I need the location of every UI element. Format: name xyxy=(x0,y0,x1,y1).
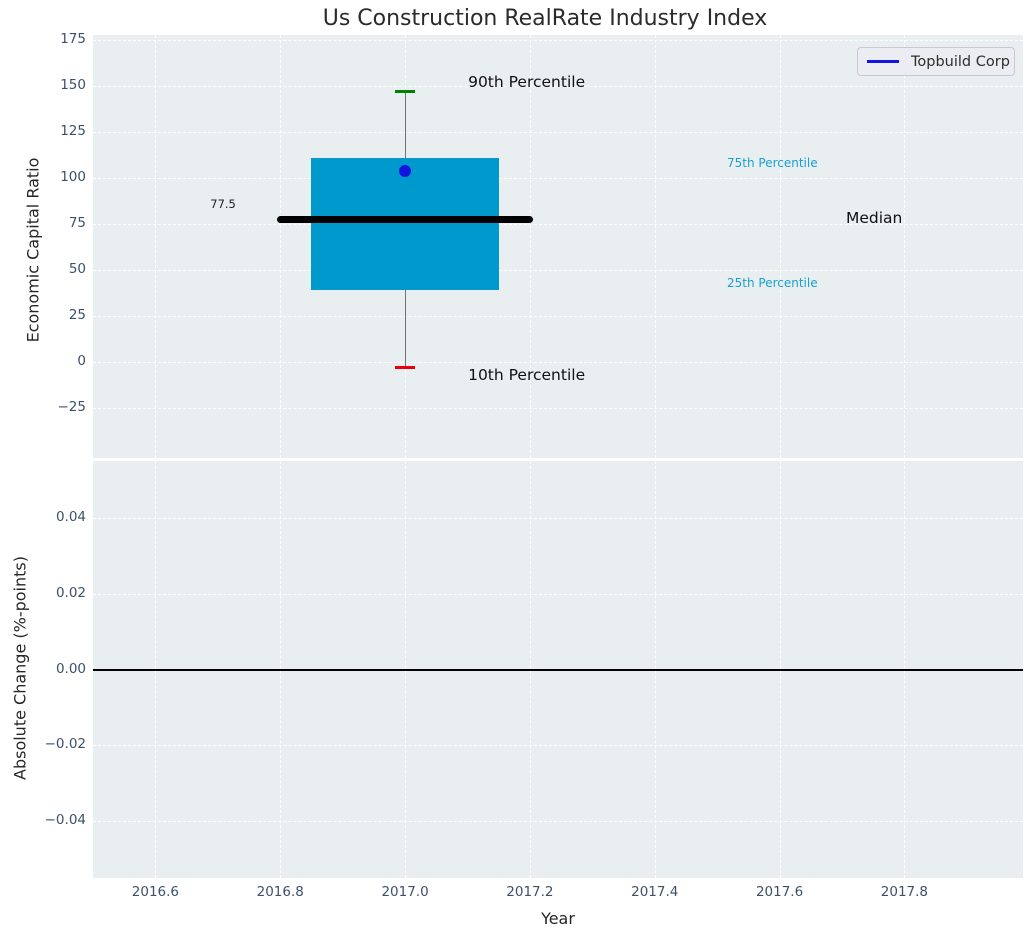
h-gridline xyxy=(93,821,1023,823)
h-gridline xyxy=(93,593,1023,595)
h-gridline xyxy=(93,223,1023,225)
h-gridline xyxy=(93,362,1023,364)
x-tick-label: 2017.4 xyxy=(631,884,679,900)
y-tick-label: 75 xyxy=(68,214,86,231)
iqr-box xyxy=(311,157,499,291)
p90-annotation: 90th Percentile xyxy=(468,73,586,92)
median-line xyxy=(277,215,534,223)
h-gridline xyxy=(93,131,1023,133)
h-gridline xyxy=(93,85,1023,87)
v-gridline xyxy=(155,35,157,458)
median-value-label: 77.5 xyxy=(210,197,236,212)
top-plot-area: 90th Percentile 10th Percentile 75th Per… xyxy=(93,35,1023,458)
company-value-dot xyxy=(399,165,412,178)
legend-label: Topbuild Corp xyxy=(911,53,1010,70)
p75-annotation: 75th Percentile xyxy=(727,155,818,170)
y-tick-label: −0.02 xyxy=(44,736,86,753)
y-tick-label: −0.04 xyxy=(44,812,86,829)
y-tick-label: 0.00 xyxy=(55,660,86,677)
h-gridline xyxy=(93,408,1023,410)
y-tick-label: −25 xyxy=(57,399,87,416)
y-tick-label: 175 xyxy=(60,30,86,47)
h-gridline xyxy=(93,270,1023,271)
y-tick-label: 100 xyxy=(60,168,86,185)
v-gridline xyxy=(654,35,656,458)
y-tick-label: 50 xyxy=(68,261,86,277)
h-gridline xyxy=(93,316,1023,318)
v-gridline xyxy=(529,35,531,458)
median-annotation: Median xyxy=(846,209,903,228)
y-tick-label: 150 xyxy=(60,76,86,93)
y-tick-label: 0.02 xyxy=(55,584,86,601)
x-tick-label: 2017.8 xyxy=(880,884,929,900)
p25-annotation: 25th Percentile xyxy=(727,276,818,291)
p90-cap xyxy=(395,89,416,93)
h-gridline xyxy=(93,745,1023,747)
p10-cap xyxy=(395,366,416,370)
legend-line-sample xyxy=(867,60,899,63)
x-axis-label: Year xyxy=(541,909,575,928)
h-gridline xyxy=(93,177,1023,179)
x-tick-label: 2017.6 xyxy=(755,884,804,900)
y-tick-label: 125 xyxy=(60,122,86,139)
legend: Topbuild Corp xyxy=(857,47,1015,76)
y-tick-label: 25 xyxy=(68,307,86,324)
x-tick-label: 2017.0 xyxy=(381,884,429,900)
chart-title: Us Construction RealRate Industry Index xyxy=(322,6,768,31)
h-gridline xyxy=(93,517,1023,519)
v-gridline xyxy=(280,35,282,458)
x-tick-label: 2016.6 xyxy=(131,884,180,900)
p10-annotation: 10th Percentile xyxy=(468,365,586,384)
v-gridline xyxy=(779,35,781,458)
v-gridline xyxy=(904,35,906,458)
y-tick-label: 0.04 xyxy=(55,508,86,525)
x-tick-label: 2016.8 xyxy=(256,884,304,900)
zero-line xyxy=(93,668,1023,671)
bottom-plot-area xyxy=(93,461,1023,878)
h-gridline xyxy=(93,39,1023,41)
x-tick-label: 2017.2 xyxy=(506,884,554,900)
y-tick-label: 0 xyxy=(77,353,86,370)
